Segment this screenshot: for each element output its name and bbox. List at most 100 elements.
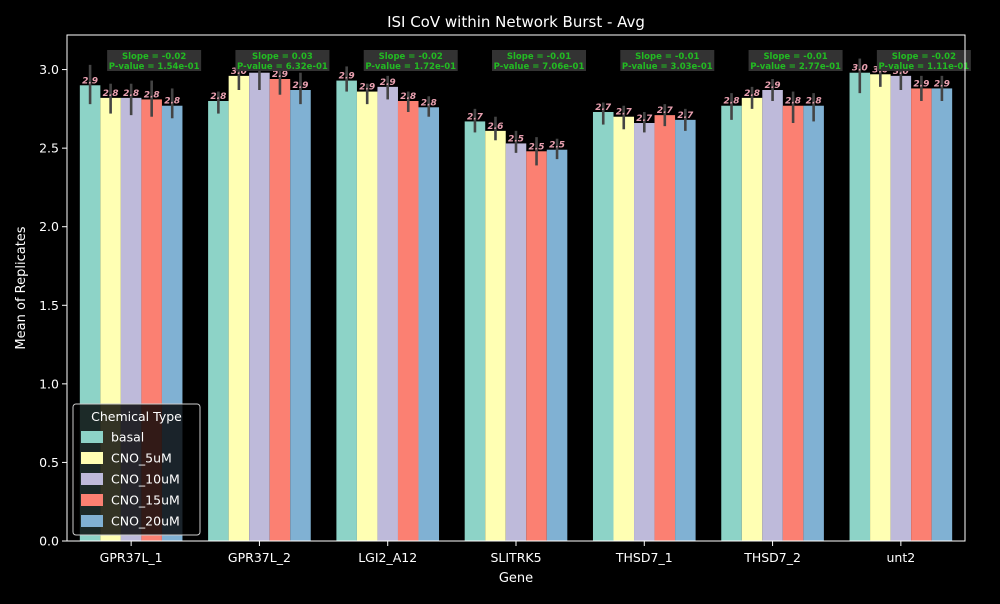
y-tick-label: 0.5: [39, 455, 59, 470]
legend-swatch: [81, 452, 103, 464]
annotation-pvalue: P-value = 6.32e-01: [237, 62, 328, 72]
annotation-box: [363, 50, 458, 71]
bar: [634, 123, 655, 541]
legend-box: [72, 403, 201, 536]
annotation-box: [235, 50, 330, 71]
annotation-pvalue: P-value = 1.72e-01: [365, 62, 456, 72]
bar: [546, 149, 568, 541]
annotation-slope: Slope = -0.02: [122, 52, 186, 62]
bar-value-label: 2.7: [636, 114, 653, 124]
bar: [290, 90, 311, 541]
bar: [228, 75, 250, 541]
legend-label: CNO_20uM: [111, 514, 180, 529]
bar-value-label: 2.8: [144, 90, 160, 100]
y-axis-label: Mean of Replicates: [14, 226, 29, 349]
bar: [890, 75, 912, 541]
x-tick-label: GPR37L_2: [228, 550, 291, 565]
bar-value-label: 2.8: [724, 97, 740, 107]
bar: [592, 112, 614, 541]
bar-value-label: 2.9: [339, 72, 355, 82]
legend-label: CNO_15uM: [111, 493, 180, 508]
bar-value-label: 2.9: [934, 79, 950, 89]
bar-labels-layer: 2.9 2.8 2.8 2.8 2.8 2.8 3.0 3.0 2.9 2.9 2.9 2.9 2.9 2…: [82, 64, 950, 153]
annotation-pvalue: P-value = 1.54e-01: [109, 62, 200, 72]
bar: [675, 119, 696, 541]
bar: [377, 86, 398, 541]
bar-value-label: 3.0: [231, 67, 247, 77]
bar-value-label: 2.9: [293, 81, 309, 91]
legend-label: basal: [111, 430, 144, 445]
bar: [931, 88, 953, 541]
y-tick-label: 2.0: [39, 219, 59, 234]
annotation-slope: Slope = -0.02: [892, 52, 956, 62]
bar: [397, 101, 419, 541]
bar: [269, 79, 291, 541]
bar: [803, 105, 824, 541]
bar: [721, 105, 742, 541]
bar: [782, 105, 804, 541]
annotation-pvalue: P-value = 3.03e-01: [622, 62, 713, 72]
bar: [870, 74, 891, 542]
bar: [249, 72, 270, 541]
annotation-box: [876, 50, 971, 71]
x-axis-label: Gene: [499, 571, 533, 586]
x-tick-label: THSD7_1: [615, 550, 673, 565]
bar-value-label: 2.9: [82, 76, 98, 86]
bar-value-label: 2.7: [595, 103, 612, 113]
bar: [208, 101, 229, 541]
bar-value-label: 2.7: [616, 108, 633, 118]
y-tick-label: 1.5: [39, 298, 59, 313]
bar-value-label: 2.8: [806, 97, 822, 107]
bar: [336, 80, 357, 542]
bar-value-label: 2.8: [210, 92, 226, 102]
y-tick-label: 1.0: [39, 376, 59, 391]
legend-swatch: [81, 473, 103, 485]
bar: [911, 88, 932, 541]
bar: [613, 116, 635, 541]
bar: [849, 72, 871, 541]
legend-title: Chemical Type: [91, 409, 182, 424]
bar-value-label: 3.0: [893, 67, 909, 77]
bar-value-label: 3.0: [852, 64, 868, 74]
error-bars-layer: [88, 58, 944, 166]
y-tick-label: 0.0: [39, 534, 59, 549]
bar: [485, 130, 506, 541]
annotation-box: [620, 50, 715, 71]
legend-label: CNO_5uM: [111, 451, 172, 466]
bar: [356, 91, 378, 542]
bars-layer: [79, 72, 953, 542]
bar-value-label: 2.7: [657, 106, 674, 116]
bar-value-label: 2.9: [380, 78, 396, 88]
legend-swatch: [81, 431, 103, 443]
bar-value-label: 2.5: [549, 141, 565, 151]
annotation-box: [492, 50, 586, 71]
bar-value-label: 2.9: [272, 70, 288, 80]
annotation-slope: Slope = -0.02: [379, 52, 443, 62]
bar-value-label: 2.7: [677, 111, 694, 121]
x-tick-label: SLITRK5: [490, 550, 541, 565]
bar-value-label: 2.8: [123, 89, 139, 99]
legend-swatch: [81, 515, 103, 527]
x-tick-label: unt2: [887, 550, 916, 565]
bar-value-label: 2.6: [487, 122, 503, 132]
annotation-box: [107, 50, 202, 71]
x-tick-label: THSD7_2: [743, 550, 801, 565]
bar-value-label: 2.9: [359, 83, 375, 93]
bar-value-label: 2.8: [103, 89, 119, 99]
bar-value-label: 2.9: [913, 79, 929, 89]
chart-title: ISI CoV within Network Burst - Avg: [387, 13, 645, 31]
y-axis: 0.0 0.5 1.0 1.5 2.0 2.5 3.0: [39, 62, 67, 549]
bar: [418, 107, 440, 542]
annotation-pvalue: P-value = 1.11e-01: [878, 62, 969, 72]
annotation-slope: Slope = -0.01: [635, 52, 699, 62]
bar: [762, 90, 783, 541]
bar-value-label: 2.5: [529, 142, 545, 152]
bar: [464, 121, 486, 541]
bar-value-label: 2.9: [765, 81, 781, 91]
y-tick-label: 2.5: [39, 141, 59, 156]
annotation-pvalue: P-value = 7.06e-01: [494, 62, 585, 72]
bar-value-label: 2.7: [467, 112, 484, 122]
